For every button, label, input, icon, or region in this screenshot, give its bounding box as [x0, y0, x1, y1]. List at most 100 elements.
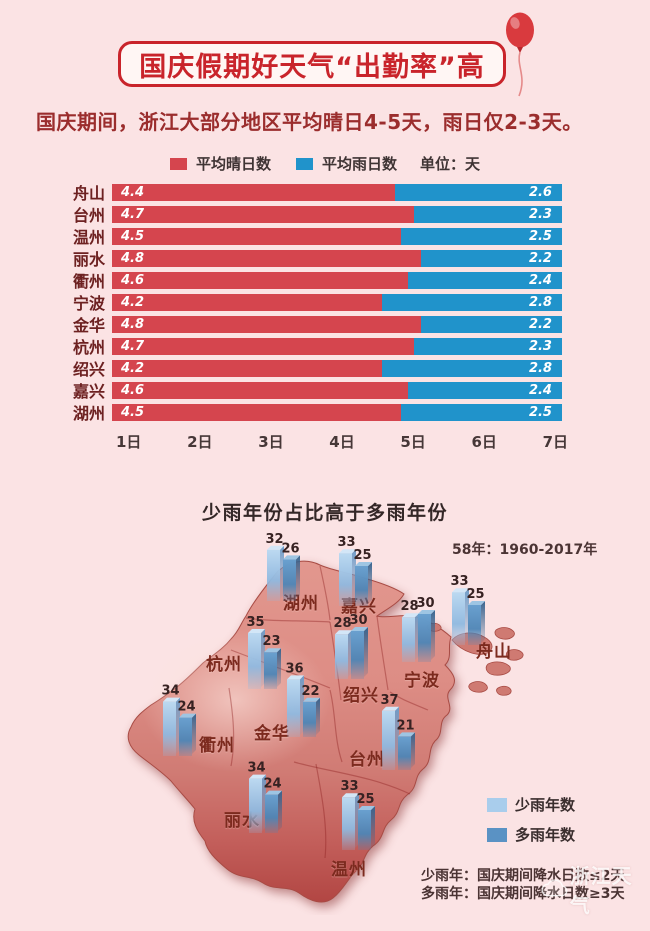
footnote-many-rain: 多雨年：国庆期间降水日数≥3天 [421, 885, 625, 902]
sunny-legend-swatch [169, 157, 187, 170]
row-city-label: 嘉兴 [72, 382, 105, 401]
svg-text:35: 35 [247, 615, 265, 630]
svg-text:24: 24 [177, 700, 195, 715]
balloon-icon [506, 12, 534, 97]
row-city-label: 绍兴 [72, 360, 105, 379]
rainy-segment: 2.4 [407, 271, 562, 289]
sunny-segment: 4.7 [112, 205, 415, 223]
sunny-segment: 4.5 [112, 403, 402, 421]
row-city-label: 杭州 [72, 338, 105, 357]
few-rain-swatch [487, 797, 507, 812]
chart-row: 绍兴 4.2 2.8 [0, 357, 650, 379]
map-city-label: 杭州 [206, 655, 242, 675]
rainy-segment: 2.4 [407, 381, 562, 399]
chart-row: 杭州 4.7 2.3 [0, 335, 650, 357]
footnote-few-rain: 少雨年：国庆期间降水日数≤2天 [421, 868, 625, 884]
chart-row: 衢州 4.6 2.4 [0, 269, 650, 291]
stacked-bar: 4.2 2.8 [112, 359, 562, 377]
svg-text:33: 33 [341, 779, 359, 794]
svg-text:33: 33 [451, 574, 469, 589]
svg-text:23: 23 [262, 634, 280, 649]
row-city-label: 湖州 [72, 404, 105, 423]
unit-label: 单位：天 [420, 155, 481, 173]
map-city-label: 金华 [254, 724, 290, 744]
map-city-label: 绍兴 [343, 686, 379, 706]
sunny-segment: 4.2 [112, 293, 382, 311]
sunny-segment: 4.8 [112, 315, 421, 333]
watermark-label: 浙江天气 [569, 864, 633, 917]
rainy-segment: 2.5 [401, 403, 562, 421]
stacked-bar-chart: 舟山 4.4 2.6 台州 4.7 2.3 温州 4.5 2.5 丽水 4.8 2.2 衢州 4.6 2.4… [0, 181, 650, 423]
map-bar-pair: 37 21 [380, 685, 425, 770]
map-bar-pair: 28 30 [400, 577, 445, 662]
row-city-label: 宁波 [72, 294, 105, 313]
rainy-legend-label: 平均雨日数 [321, 155, 397, 173]
svg-text:26: 26 [281, 541, 299, 556]
svg-text:37: 37 [381, 693, 399, 708]
svg-text:25: 25 [466, 587, 484, 602]
svg-text:28: 28 [334, 616, 352, 631]
page-title: 国庆假期好天气“出勤率”高 [139, 51, 485, 83]
sunny-segment: 4.4 [112, 183, 395, 201]
watermark: 浙江天气 [540, 860, 650, 918]
svg-text:36: 36 [286, 661, 304, 676]
row-city-label: 衢州 [72, 272, 105, 291]
rainy-segment: 2.3 [414, 205, 562, 223]
map-bar-pair: 32 26 [265, 516, 310, 601]
row-city-label: 台州 [72, 206, 105, 225]
map-city-label: 台州 [349, 750, 385, 770]
map-bar-pair: 36 22 [285, 652, 330, 737]
map-bar-pair: 35 23 [246, 604, 291, 689]
svg-text:30: 30 [416, 596, 434, 611]
rainy-legend-swatch [295, 157, 313, 170]
chart-row: 宁波 4.2 2.8 [0, 291, 650, 313]
svg-text:33: 33 [338, 535, 356, 550]
svg-text:28: 28 [401, 599, 419, 614]
map-city-label: 衢州 [199, 736, 235, 756]
chart-row: 嘉兴 4.6 2.4 [0, 379, 650, 401]
stacked-bar: 4.5 2.5 [112, 227, 562, 245]
stacked-bar: 4.4 2.6 [112, 183, 562, 201]
chart-row: 金华 4.8 2.2 [0, 313, 650, 335]
svg-text:25: 25 [356, 792, 374, 807]
sunny-segment: 4.5 [112, 227, 402, 245]
svg-text:30: 30 [349, 613, 367, 628]
stacked-bar: 4.8 2.2 [112, 249, 562, 267]
map-city-label: 舟山 [476, 642, 512, 662]
stacked-bar: 4.7 2.3 [112, 205, 562, 223]
chart-row: 湖州 4.5 2.5 [0, 401, 650, 423]
row-city-label: 金华 [72, 316, 105, 335]
map-bar-pair: 33 25 [340, 765, 385, 850]
map-city-label: 宁波 [404, 671, 440, 691]
stacked-bar: 4.8 2.2 [112, 315, 562, 333]
axis-tick: 3日 [258, 433, 284, 451]
sunny-legend-label: 平均晴日数 [195, 155, 271, 173]
axis-tick: 7日 [542, 433, 568, 451]
rainy-segment: 2.8 [382, 359, 562, 377]
map-footnotes: 少雨年：国庆期间降水日数≤2天 多雨年：国庆期间降水日数≥3天 [421, 868, 624, 903]
map-bar-pair: 34 24 [247, 748, 292, 833]
cloud-logo-icon [541, 879, 568, 897]
row-city-label: 温州 [72, 228, 105, 247]
district-borders [228, 565, 429, 859]
sunny-segment: 4.6 [112, 381, 408, 399]
svg-text:32: 32 [266, 532, 284, 547]
rainy-segment: 2.3 [414, 337, 562, 355]
svg-text:22: 22 [301, 684, 319, 699]
subtitle-text: 国庆期间，浙江大部分地区平均晴日4-5天，雨日仅2-3天。 [36, 110, 583, 134]
few-rain-label: 少雨年数 [515, 796, 576, 814]
map-bar-pair: 33 25 [450, 560, 495, 645]
day-chart-legend: 平均晴日数 平均雨日数 单位：天 [0, 153, 650, 174]
rainy-segment: 2.8 [382, 293, 562, 311]
stacked-bar: 4.5 2.5 [112, 403, 562, 421]
axis-tick: 1日 [116, 433, 142, 451]
rainy-segment: 2.2 [420, 315, 562, 333]
axis-tick: 5日 [400, 433, 426, 451]
svg-text:34: 34 [248, 761, 266, 776]
map-city-label: 温州 [331, 860, 367, 880]
chart-row: 舟山 4.4 2.6 [0, 181, 650, 203]
rainy-segment: 2.5 [401, 227, 562, 245]
map-bar-pair: 33 25 [337, 521, 382, 606]
stacked-bar: 4.2 2.8 [112, 293, 562, 311]
